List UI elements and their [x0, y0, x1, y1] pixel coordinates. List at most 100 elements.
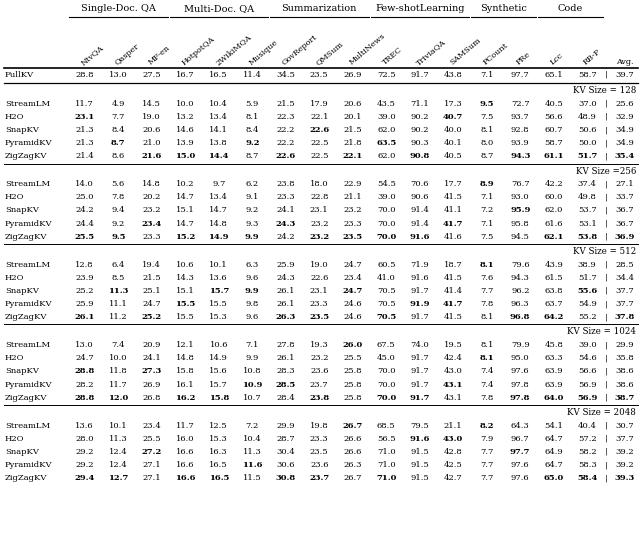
Text: 14.7: 14.7	[209, 207, 228, 215]
Text: 7.5: 7.5	[480, 233, 493, 241]
Text: ZigZagKV: ZigZagKV	[5, 394, 47, 402]
Text: 30.7: 30.7	[616, 422, 634, 430]
Text: 15.2: 15.2	[175, 233, 195, 241]
Text: 25.9: 25.9	[276, 261, 295, 269]
Text: Synthetic: Synthetic	[480, 4, 527, 13]
Text: 8.7: 8.7	[480, 152, 493, 160]
Text: 61.1: 61.1	[543, 152, 564, 160]
Text: 10.0: 10.0	[176, 100, 195, 108]
Text: 2WikiMQA: 2WikiMQA	[214, 33, 252, 67]
Text: 15.5: 15.5	[175, 300, 195, 308]
Text: |: |	[605, 71, 607, 79]
Text: TREC: TREC	[381, 46, 404, 67]
Text: 42.5: 42.5	[444, 461, 463, 469]
Text: 29.4: 29.4	[75, 475, 95, 483]
Text: 62.0: 62.0	[377, 126, 396, 134]
Text: 56.9: 56.9	[577, 394, 597, 402]
Text: 91.7: 91.7	[410, 287, 429, 295]
Text: 97.6: 97.6	[511, 461, 529, 469]
Text: 12.4: 12.4	[109, 448, 127, 456]
Text: 43.9: 43.9	[544, 261, 563, 269]
Text: StreamLM: StreamLM	[5, 180, 50, 188]
Text: 26.7: 26.7	[342, 422, 363, 430]
Text: 39.2: 39.2	[616, 461, 634, 469]
Text: 96.2: 96.2	[511, 287, 529, 295]
Text: 24.7: 24.7	[342, 287, 363, 295]
Text: 23.6: 23.6	[310, 461, 328, 469]
Text: 29.2: 29.2	[76, 461, 94, 469]
Text: Musique: Musique	[247, 38, 279, 67]
Text: 21.1: 21.1	[344, 193, 362, 201]
Text: 22.6: 22.6	[310, 274, 328, 282]
Text: 15.1: 15.1	[176, 287, 195, 295]
Text: 21.1: 21.1	[444, 422, 463, 430]
Text: 60.7: 60.7	[545, 126, 563, 134]
Text: 16.5: 16.5	[209, 475, 229, 483]
Text: 23.3: 23.3	[310, 300, 328, 308]
Text: 21.3: 21.3	[76, 126, 94, 134]
Text: 37.4: 37.4	[578, 180, 596, 188]
Text: 27.1: 27.1	[143, 475, 161, 483]
Text: 14.6: 14.6	[176, 126, 195, 134]
Text: PyramidKV: PyramidKV	[5, 300, 52, 308]
Text: 7.4: 7.4	[111, 341, 125, 349]
Text: 28.5: 28.5	[616, 261, 634, 269]
Text: 41.0: 41.0	[377, 274, 396, 282]
Text: 91.6: 91.6	[410, 435, 430, 443]
Text: 23.7: 23.7	[310, 381, 328, 389]
Text: 9.9: 9.9	[245, 233, 260, 241]
Text: 25.0: 25.0	[76, 193, 94, 201]
Text: 39.0: 39.0	[578, 341, 596, 349]
Text: 19.0: 19.0	[143, 113, 161, 121]
Text: PyramidKV: PyramidKV	[5, 220, 52, 228]
Text: 26.9: 26.9	[344, 71, 362, 79]
Text: 24.2: 24.2	[276, 233, 295, 241]
Text: 7.1: 7.1	[480, 220, 493, 228]
Text: 22.3: 22.3	[276, 113, 295, 121]
Text: 22.2: 22.2	[276, 139, 295, 147]
Text: 10.1: 10.1	[109, 422, 127, 430]
Text: 58.7: 58.7	[578, 71, 596, 79]
Text: 26.6: 26.6	[344, 448, 362, 456]
Text: 8.9: 8.9	[479, 180, 494, 188]
Text: 90.8: 90.8	[410, 152, 430, 160]
Text: |: |	[605, 287, 607, 295]
Text: 21.0: 21.0	[143, 139, 161, 147]
Text: 34.9: 34.9	[616, 139, 634, 147]
Text: 94.5: 94.5	[511, 233, 530, 241]
Text: RB-P: RB-P	[582, 48, 603, 67]
Text: 11.7: 11.7	[109, 381, 127, 389]
Text: |: |	[605, 448, 607, 456]
Text: 36.9: 36.9	[615, 233, 635, 241]
Text: 15.5: 15.5	[209, 300, 228, 308]
Text: 15.7: 15.7	[209, 287, 229, 295]
Text: 64.2: 64.2	[543, 314, 564, 322]
Text: StreamLM: StreamLM	[5, 341, 50, 349]
Text: 34.9: 34.9	[616, 126, 634, 134]
Text: 8.1: 8.1	[246, 113, 259, 121]
Text: 14.1: 14.1	[209, 126, 228, 134]
Text: 36.7: 36.7	[616, 220, 634, 228]
Text: 39.0: 39.0	[377, 113, 396, 121]
Text: 97.7: 97.7	[511, 71, 530, 79]
Text: 28.0: 28.0	[76, 435, 94, 443]
Text: 9.6: 9.6	[246, 274, 259, 282]
Text: 24.7: 24.7	[76, 354, 94, 362]
Text: 41.6: 41.6	[444, 233, 463, 241]
Text: 4.9: 4.9	[111, 100, 125, 108]
Text: 72.5: 72.5	[377, 71, 396, 79]
Text: MF-en: MF-en	[147, 44, 172, 67]
Text: |: |	[605, 152, 607, 160]
Text: 56.6: 56.6	[545, 113, 563, 121]
Text: 56.9: 56.9	[578, 381, 596, 389]
Text: 14.7: 14.7	[176, 193, 195, 201]
Text: 70.0: 70.0	[376, 233, 396, 241]
Text: 6.4: 6.4	[111, 261, 125, 269]
Text: 40.5: 40.5	[545, 100, 563, 108]
Text: 28.3: 28.3	[276, 368, 295, 376]
Text: 71.9: 71.9	[410, 261, 429, 269]
Text: 29.9: 29.9	[616, 341, 634, 349]
Text: |: |	[605, 261, 607, 269]
Text: 14.9: 14.9	[209, 354, 228, 362]
Text: 65.0: 65.0	[543, 475, 564, 483]
